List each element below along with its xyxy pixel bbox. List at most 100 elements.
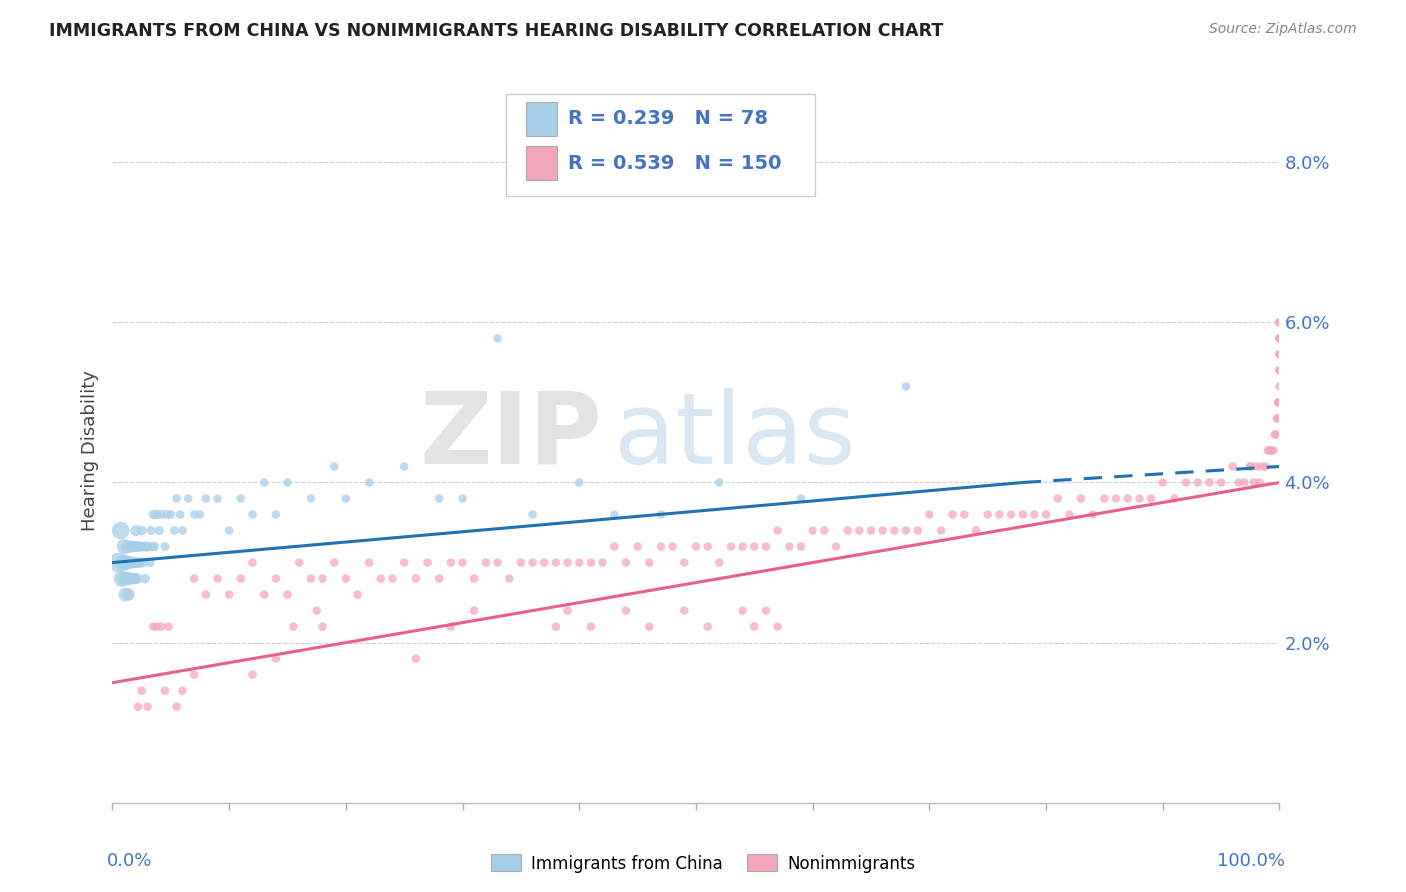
Point (907, 524, 929, 538)
Point (1081, 508, 1104, 522)
Point (242, 508, 264, 522)
Point (883, 524, 905, 538)
Point (134, 572, 156, 586)
Point (929, 524, 952, 538)
Point (1152, 475, 1174, 490)
Point (568, 475, 591, 490)
Point (139, 524, 162, 538)
Point (1046, 491, 1069, 506)
Point (276, 475, 298, 490)
Legend: Immigrants from China, Nonimmigrants: Immigrants from China, Nonimmigrants (484, 847, 922, 880)
Point (965, 524, 987, 538)
Point (143, 540, 166, 554)
Point (150, 619, 173, 633)
Point (146, 508, 169, 522)
Point (1024, 508, 1046, 522)
Point (1243, 475, 1265, 490)
Point (288, 556, 311, 570)
Point (394, 459, 416, 474)
Point (112, 572, 135, 586)
Point (122, 540, 145, 554)
Point (172, 683, 194, 698)
Point (127, 540, 149, 554)
Point (440, 556, 463, 570)
Point (1268, 331, 1291, 345)
Point (115, 556, 138, 570)
Point (1268, 395, 1291, 409)
Point (207, 491, 229, 506)
Point (117, 556, 139, 570)
Point (299, 491, 322, 506)
Point (1267, 395, 1289, 409)
Point (128, 556, 150, 570)
Point (1239, 459, 1261, 474)
Point (440, 619, 463, 633)
Point (1268, 363, 1291, 377)
Point (568, 556, 591, 570)
Point (229, 572, 252, 586)
Point (127, 556, 149, 570)
Point (163, 524, 186, 538)
Point (346, 588, 368, 602)
Point (579, 619, 602, 633)
Point (381, 572, 404, 586)
Point (720, 540, 742, 554)
Point (579, 556, 602, 570)
Point (685, 540, 707, 554)
Point (131, 683, 153, 698)
Point (370, 572, 392, 586)
Point (166, 699, 188, 714)
Point (848, 524, 870, 538)
Point (673, 556, 696, 570)
Point (115, 572, 138, 586)
Point (627, 540, 650, 554)
Point (522, 508, 544, 522)
Point (405, 572, 427, 586)
Point (218, 588, 240, 602)
Point (1258, 443, 1281, 458)
Point (813, 524, 835, 538)
Point (136, 540, 159, 554)
Point (117, 540, 139, 554)
Point (1011, 508, 1033, 522)
Point (183, 572, 205, 586)
Point (486, 556, 509, 570)
Point (125, 524, 148, 538)
Point (486, 331, 509, 345)
Point (1249, 475, 1271, 490)
Point (141, 540, 163, 554)
Point (107, 556, 129, 570)
Point (1244, 459, 1267, 474)
Point (139, 556, 162, 570)
Point (323, 459, 346, 474)
Point (156, 508, 179, 522)
Point (544, 619, 567, 633)
Point (136, 699, 159, 714)
Point (160, 508, 183, 522)
Point (755, 540, 778, 554)
Point (1140, 491, 1163, 506)
Point (755, 604, 778, 618)
Point (131, 524, 153, 538)
Point (872, 524, 894, 538)
Point (1227, 475, 1250, 490)
Point (120, 572, 142, 586)
Point (801, 524, 824, 538)
Point (118, 588, 141, 602)
Point (1268, 347, 1291, 361)
Point (638, 619, 661, 633)
Point (169, 508, 191, 522)
Point (416, 556, 439, 570)
Point (148, 524, 170, 538)
Point (1268, 315, 1291, 329)
Point (498, 572, 520, 586)
Point (894, 524, 917, 538)
Point (592, 556, 614, 570)
Point (207, 572, 229, 586)
Point (894, 379, 917, 393)
Point (1059, 508, 1081, 522)
Point (112, 540, 135, 554)
Point (150, 508, 173, 522)
Point (264, 651, 287, 665)
Point (1268, 331, 1291, 345)
